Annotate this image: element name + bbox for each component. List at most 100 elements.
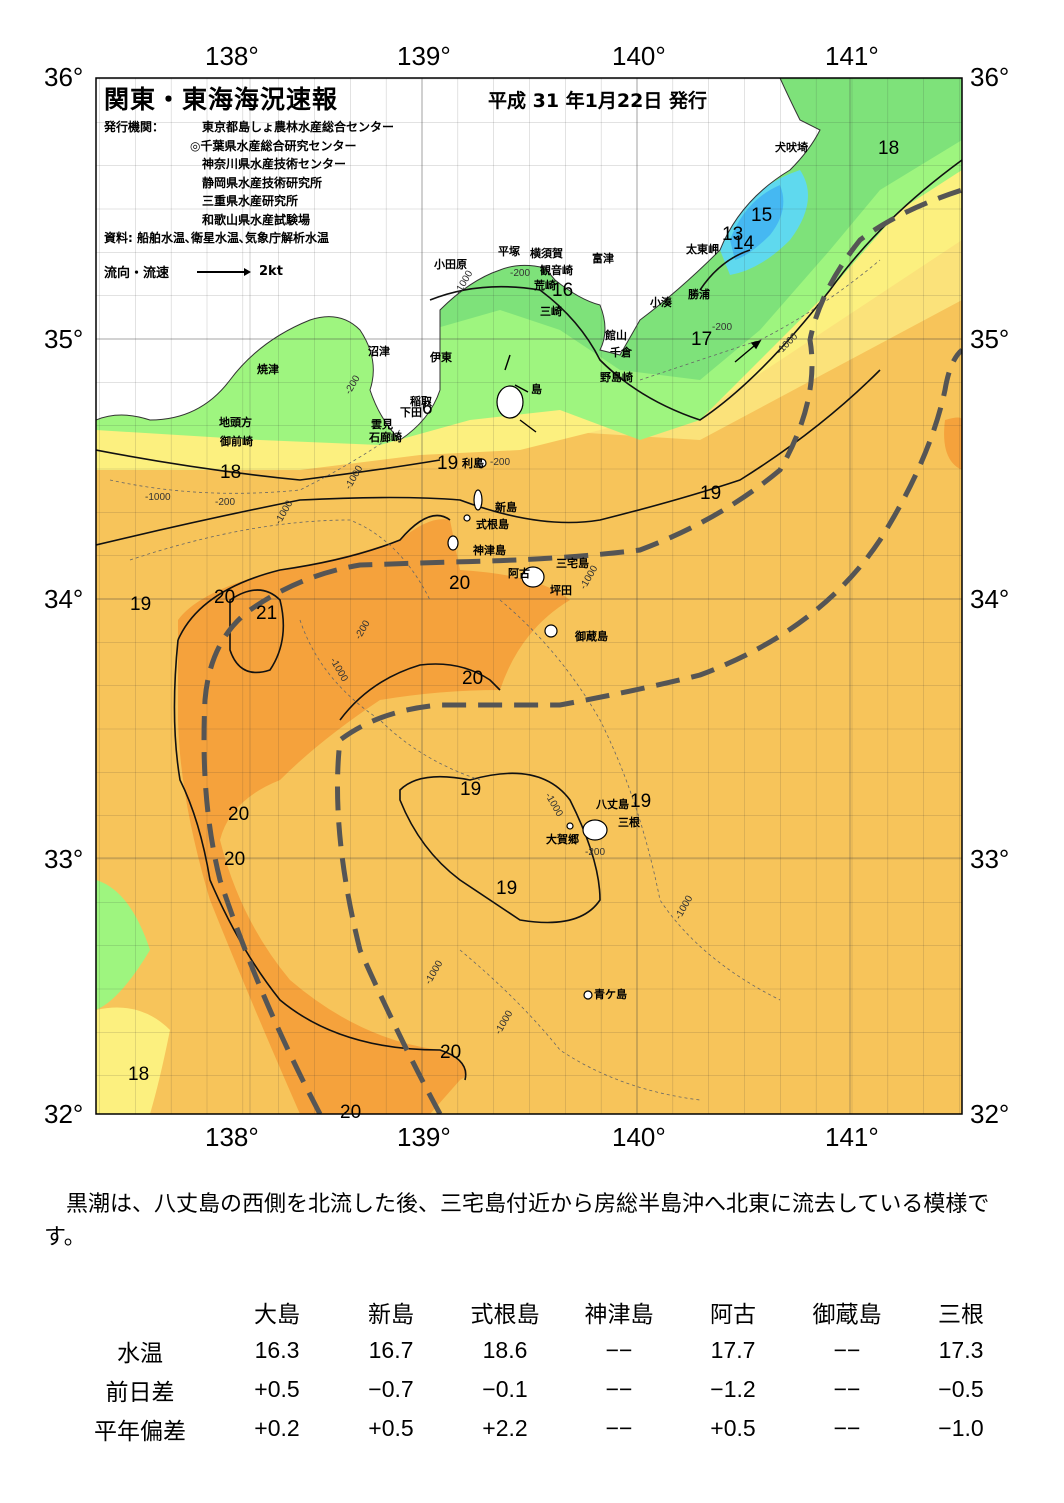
- sea-fill-green-west: [96, 880, 150, 1010]
- place-label: 稲取: [410, 394, 432, 408]
- place-label: 野島崎: [600, 370, 633, 384]
- table-cell: 17.7: [710, 1337, 756, 1363]
- column-header: 神津島: [584, 1301, 654, 1328]
- current-legend: 流向・流速 2kt: [104, 262, 283, 281]
- lon-label-top: 138°: [205, 41, 259, 71]
- depth-label: -200: [215, 497, 235, 508]
- lat-label-left: 32°: [44, 1099, 83, 1129]
- issuer-item: 三重県水産研究所: [202, 194, 299, 208]
- place-label: 小田原: [433, 257, 467, 271]
- lon-label-top: 140°: [612, 41, 666, 71]
- place-label: 神津島: [473, 543, 506, 557]
- place-label: 太東岬: [685, 242, 719, 256]
- isotherm-label: 19: [700, 483, 721, 504]
- issuer-item: ◎千葉県水産総合研究センター: [190, 138, 357, 153]
- place-label: 三宅島: [556, 556, 589, 570]
- lon-label-bottom: 141°: [825, 1122, 879, 1152]
- legend-label: 流向・流速: [104, 266, 170, 281]
- lat-label-right: 32°: [970, 1099, 1009, 1129]
- island-toshima: [477, 458, 487, 468]
- isotherm-label: 19: [437, 453, 458, 474]
- island-shikinejima: [463, 514, 471, 522]
- place-label: 御蔵島: [574, 629, 608, 643]
- islands: [447, 385, 608, 1000]
- place-label: 利島: [462, 456, 484, 470]
- isotherm-label: 20: [449, 573, 470, 594]
- table-cell: −0.1: [482, 1376, 528, 1402]
- current-arrows: [504, 339, 762, 433]
- bulletin-title: 関東・東海海況速報: [104, 85, 339, 114]
- sea-fill-yellow-west: [96, 1007, 170, 1114]
- map-area: [96, 78, 962, 1114]
- kuroshio-axis: [201, 187, 962, 1114]
- isotherm-label: 18: [878, 138, 899, 159]
- legend-speed: 2kt: [259, 264, 283, 279]
- place-label: 阿古: [508, 566, 530, 580]
- place-label: 大賀郷: [546, 832, 579, 846]
- table-cell: −0.7: [368, 1376, 414, 1402]
- isotherm-label: 19: [496, 878, 517, 899]
- table-cell: −−: [605, 1376, 633, 1402]
- lat-label-right: 35°: [970, 324, 1009, 354]
- isotherm-label: 15: [751, 205, 772, 226]
- column-header: 阿古: [710, 1301, 756, 1328]
- isotherm-label: 20: [214, 587, 235, 608]
- issuer-block: 発行機関： 東京都島しょ農林水産総合センター ◎千葉県水産総合研究センター 神奈川…: [104, 118, 394, 229]
- island-kozushima: [447, 535, 459, 551]
- depth-label: -200: [510, 268, 530, 279]
- table-cell: −1.0: [938, 1415, 984, 1441]
- row-header: 水温: [117, 1340, 163, 1367]
- island-hachijojima: [582, 819, 608, 841]
- place-label: 犬吠埼: [775, 140, 808, 154]
- place-label: 伊東: [429, 350, 453, 364]
- isotherm-label: 20: [440, 1042, 461, 1063]
- place-label: 荒崎: [533, 278, 556, 292]
- column-header: 大島: [254, 1301, 300, 1328]
- isotherm-label: 21: [256, 603, 277, 624]
- table-cell: −1.2: [710, 1376, 756, 1402]
- lat-label-right: 33°: [970, 844, 1009, 874]
- depth-contours: [109, 259, 881, 1101]
- issue-date: 平成 31 年1月22日 発行: [488, 90, 707, 112]
- place-label: 地頭方: [219, 415, 252, 429]
- sea-fill-warm-core: [178, 519, 570, 1114]
- arrow-icon: [197, 267, 252, 276]
- table-cell: −0.5: [938, 1376, 984, 1402]
- place-label: 富津: [592, 251, 614, 265]
- depth-label: -200: [490, 457, 510, 468]
- lon-label-top: 141°: [825, 41, 879, 71]
- table-row: 前日差 +0.5 −0.7 −0.1 −− −1.2 −− −0.5: [60, 1370, 1018, 1409]
- place-label: 平塚: [498, 244, 520, 258]
- island-aogashima: [583, 990, 593, 1000]
- observation-table: 大島 新島 式根島 神津島 阿古 御蔵島 三根 水温 16.3 16.7 18.…: [60, 1292, 1018, 1448]
- table-cell: −−: [833, 1337, 861, 1363]
- issuer-item: 東京都島しょ農林水産総合センター: [202, 120, 395, 134]
- sea-fill-cold-core: [730, 185, 784, 260]
- column-header: 三根: [938, 1301, 984, 1328]
- place-label: 坪田: [550, 584, 572, 597]
- place-label: 焼津: [257, 362, 279, 376]
- sea-fill-warm-east: [944, 417, 962, 470]
- table-cell: −−: [605, 1415, 633, 1441]
- isotherm-label: 20: [224, 849, 245, 870]
- table-header-row: 大島 新島 式根島 神津島 阿古 御蔵島 三根: [60, 1292, 1018, 1331]
- lat-label-left: 33°: [44, 844, 83, 874]
- island-miyakejima: [521, 566, 545, 588]
- table-cell: 16.7: [368, 1337, 414, 1363]
- place-label: 小湊: [649, 295, 672, 309]
- lat-label-right: 36°: [970, 62, 1009, 92]
- place-label: 島: [531, 382, 542, 396]
- isotherm-label: 20: [228, 804, 249, 825]
- place-label: 八丈島: [595, 797, 629, 811]
- isotherm-labels: 18 13 14 15 16 17 6 19 19 20 21 20 20 20…: [128, 138, 899, 1123]
- issuer-item: 和歌山県水産試験場: [202, 212, 311, 227]
- place-label: 雲見: [371, 418, 393, 431]
- table-cell: 16.3: [254, 1337, 300, 1363]
- table-cell: 18.6: [482, 1337, 528, 1363]
- island-mikurajima: [544, 624, 558, 638]
- isotherm-label: 19: [630, 791, 651, 812]
- table-row: 平年偏差 +0.2 +0.5 +2.2 −− +0.5 −− −1.0: [60, 1409, 1018, 1448]
- lon-label-bottom: 138°: [205, 1122, 259, 1152]
- lon-label-top: 139°: [397, 41, 451, 71]
- place-label: 新島: [495, 500, 517, 514]
